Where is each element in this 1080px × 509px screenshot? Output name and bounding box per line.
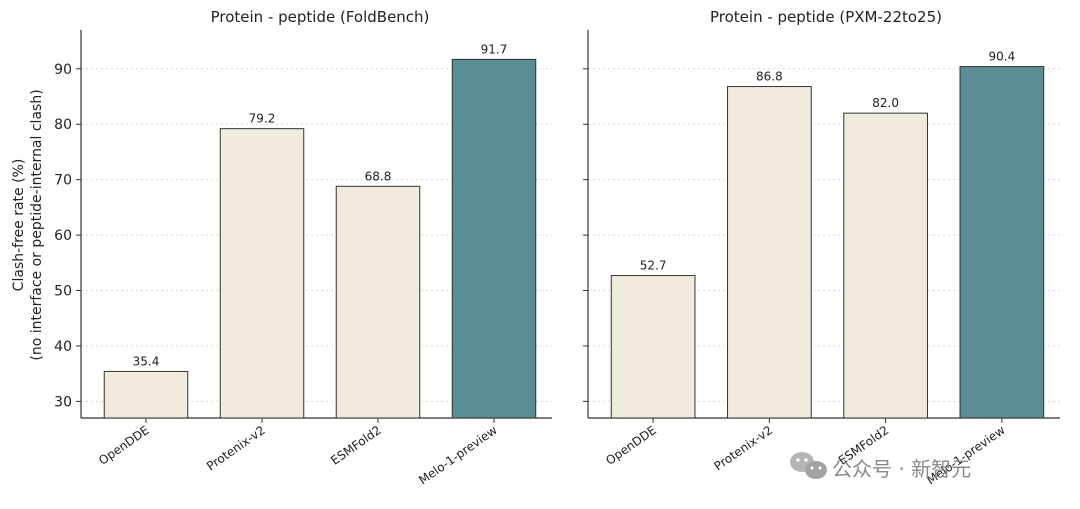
watermark: 公众号 · 新智元 bbox=[790, 452, 971, 481]
y-tick-label: 50 bbox=[54, 284, 72, 300]
bar-melo-1-preview bbox=[959, 66, 1045, 419]
wechat-icon bbox=[790, 452, 827, 479]
bar-protenix-v2 bbox=[219, 128, 305, 419]
watermark-text: 公众号 · 新智元 bbox=[832, 457, 971, 481]
x-tick-label: Melo-1-preview bbox=[416, 423, 500, 487]
x-tick-label: OpenDDE bbox=[603, 423, 659, 468]
data-label: 52.7 bbox=[640, 259, 667, 273]
bar-melo-1-preview bbox=[451, 58, 537, 419]
data-label: 68.8 bbox=[365, 169, 392, 183]
data-label: 82.0 bbox=[872, 96, 899, 110]
bar-opendde bbox=[103, 370, 189, 419]
y-tick-label: 40 bbox=[54, 339, 72, 355]
data-label: 35.4 bbox=[133, 354, 160, 368]
chart-title: Protein - peptide (PXM-22to25) bbox=[710, 8, 942, 26]
bar-esmfold2 bbox=[335, 185, 421, 419]
data-label: 79.2 bbox=[249, 112, 276, 126]
bar-protenix-v2 bbox=[727, 86, 812, 419]
y-tick-label: 30 bbox=[54, 394, 72, 410]
data-label: 86.8 bbox=[756, 70, 783, 84]
y-tick-label: 80 bbox=[54, 117, 72, 133]
x-tick-label: OpenDDE bbox=[96, 423, 152, 468]
bar-esmfold2 bbox=[843, 112, 928, 419]
x-tick-label: Protenix-v2 bbox=[204, 423, 268, 473]
chart-panel-pxm-22to25: Protein - peptide (PXM-22to25) 52.7 OpenDD… bbox=[583, 8, 1060, 487]
data-label: 91.7 bbox=[481, 42, 508, 56]
y-tick-label: 90 bbox=[54, 62, 72, 78]
data-label: 90.4 bbox=[989, 50, 1016, 64]
y-axis-label-line2: (no interface or peptide-internal clash) bbox=[29, 89, 45, 360]
bar-opendde bbox=[610, 275, 696, 419]
x-tick-label: Protenix-v2 bbox=[711, 423, 775, 473]
x-tick-label: ESMFold2 bbox=[328, 423, 384, 468]
chart-title: Protein - peptide (FoldBench) bbox=[211, 8, 430, 26]
chart-panel-foldbench: Protein - peptide (FoldBench) 30 40 50 60 70 8… bbox=[54, 8, 552, 487]
y-tick-label: 70 bbox=[54, 173, 72, 189]
y-axis-label-line1: Clash-free rate (%) bbox=[11, 159, 27, 292]
y-tick-label: 60 bbox=[54, 228, 72, 244]
